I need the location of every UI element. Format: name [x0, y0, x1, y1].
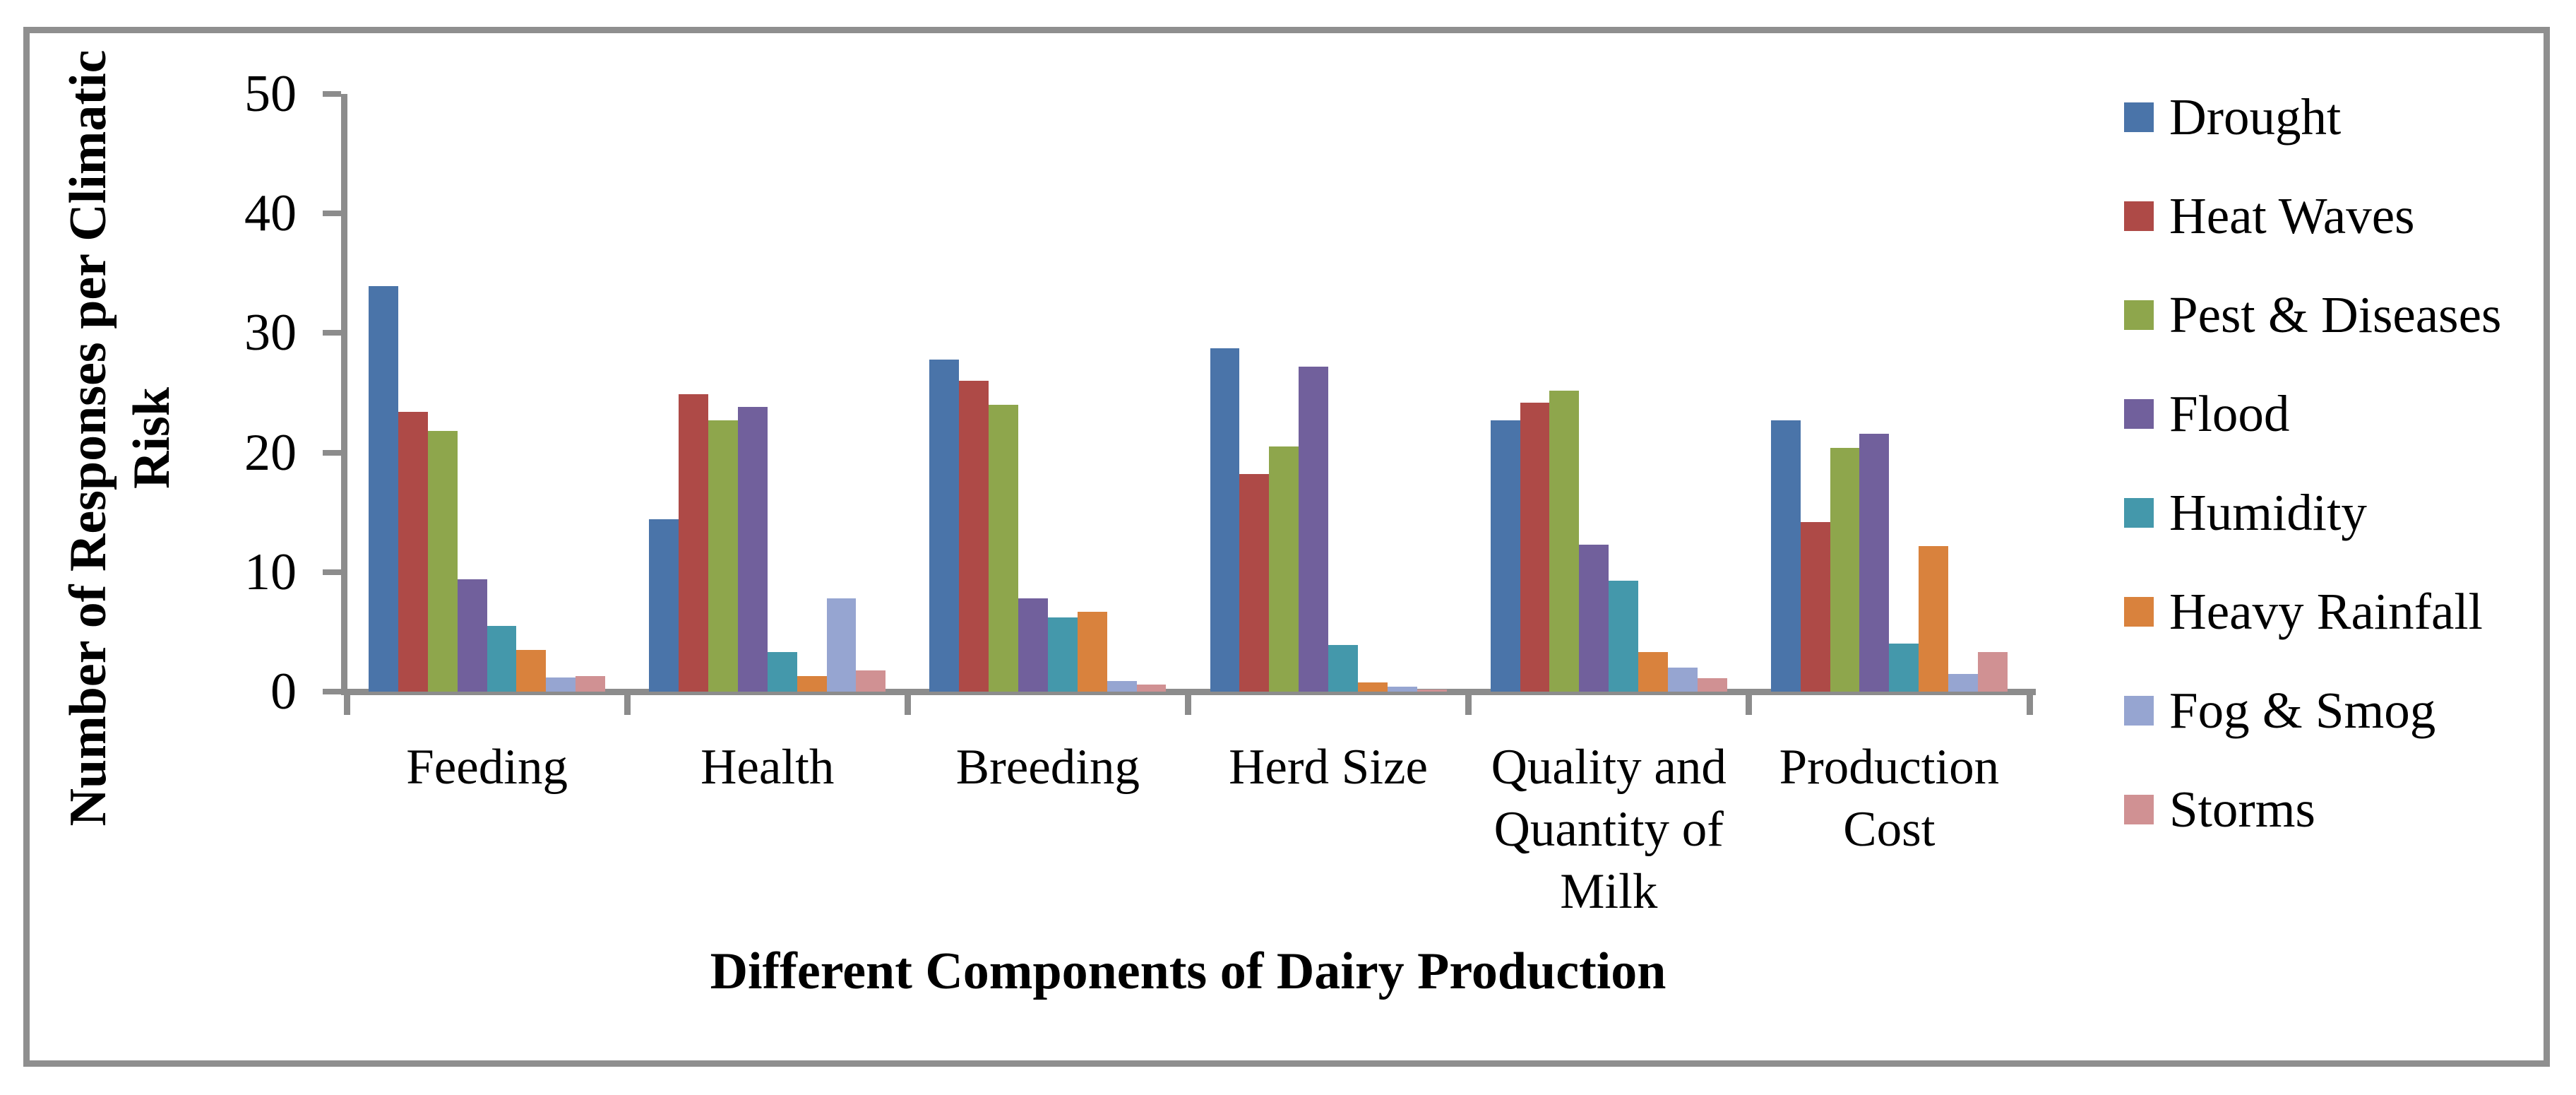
y-axis-line [341, 94, 347, 695]
bar-heat-waves [398, 412, 428, 692]
bar-storms [1136, 684, 1167, 692]
bar-storms [1697, 678, 1727, 692]
legend-swatch-humidity [2124, 498, 2154, 528]
bar-fog-smog [1948, 673, 1979, 692]
bar-storms [576, 676, 606, 692]
bar-storms [1417, 689, 1447, 692]
legend-label: Flood [2169, 385, 2290, 442]
bar-heat-waves [679, 393, 708, 692]
category-tick-mark [1185, 689, 1191, 715]
bar-heat-waves [1520, 402, 1550, 692]
category-label: Production Cost [1779, 740, 2000, 857]
y-tick-mark [323, 211, 341, 217]
bar-humidity [487, 625, 517, 692]
y-tick-label: 40 [244, 184, 297, 243]
bar-humidity [767, 652, 797, 692]
y-tick-label: 10 [244, 543, 297, 601]
category-label: Breeding [955, 740, 1140, 795]
bar-drought [1490, 420, 1520, 692]
bar-fog-smog [1387, 687, 1417, 692]
bar-flood [1859, 433, 1890, 692]
bar-pest-diseases [708, 420, 738, 692]
legend-swatch-flood [2124, 399, 2154, 429]
bar-heat-waves [959, 381, 989, 692]
bar-heavy-rainfall [1919, 545, 1949, 692]
bar-drought [1210, 348, 1240, 692]
bar-flood [1018, 598, 1048, 692]
legend-label: Pest & Diseases [2169, 286, 2502, 343]
y-tick-mark [323, 689, 341, 694]
y-tick-label: 50 [244, 65, 297, 123]
y-tick-mark [323, 449, 341, 456]
y-tick-mark [323, 330, 341, 336]
category-tick-mark [343, 689, 350, 715]
category-tick-mark [1746, 689, 1753, 715]
legend-swatch-heat-waves [2124, 201, 2154, 231]
bar-pest-diseases [427, 431, 458, 692]
bar-cluster-breeding [929, 94, 1167, 692]
bar-fog-smog [546, 677, 576, 692]
bar-cluster-health [649, 94, 886, 692]
bar-heat-waves [1239, 474, 1270, 692]
bar-drought [649, 519, 679, 692]
bar-flood [457, 579, 487, 692]
bar-flood [1579, 544, 1609, 692]
bar-cluster-feeding [369, 94, 606, 692]
legend-swatch-drought [2124, 102, 2154, 132]
category-tick-mark [904, 689, 911, 715]
category-label: Feeding [406, 740, 568, 795]
legend-swatch-pest-diseases [2124, 300, 2154, 330]
bar-fog-smog [1107, 680, 1137, 692]
bar-cluster-quality-and-quantity-of-milk [1490, 94, 1727, 692]
bar-pest-diseases [1830, 447, 1860, 692]
bar-heavy-rainfall [1077, 611, 1107, 692]
legend-label: Heat Waves [2169, 187, 2415, 244]
bar-storms [1978, 652, 2008, 692]
legend-label: Humidity [2169, 484, 2367, 541]
category-tick-mark [2026, 689, 2033, 715]
bar-cluster-production-cost [1770, 94, 2008, 692]
legend-swatch-storms [2124, 795, 2154, 824]
bar-pest-diseases [1549, 390, 1580, 692]
bar-humidity [1047, 617, 1078, 692]
y-tick-mark [323, 569, 341, 575]
bar-humidity [1889, 644, 1919, 692]
category-tick-mark [1465, 689, 1472, 715]
bar-drought [1770, 420, 1801, 692]
legend-label: Drought [2169, 88, 2342, 146]
category-label: Health [700, 740, 835, 795]
bar-heavy-rainfall [1357, 682, 1388, 692]
category-label: Herd Size [1229, 740, 1429, 795]
legend-label: Storms [2169, 781, 2315, 838]
legend-swatch-heavy-rainfall [2124, 597, 2154, 627]
bar-storms [856, 670, 886, 692]
y-tick-label: 0 [270, 663, 297, 721]
bar-drought [369, 286, 398, 692]
legend-label: Fog & Smog [2169, 682, 2436, 739]
bar-humidity [1328, 645, 1358, 692]
bar-flood [737, 407, 768, 692]
bar-fog-smog [826, 598, 857, 692]
y-axis-title-line1: Number of Responses per Climatic [59, 49, 117, 827]
bar-heat-waves [1800, 521, 1830, 692]
x-axis-title: Different Components of Dairy Production [710, 942, 1666, 1000]
category-label: Quality and Quantity of Milk [1491, 740, 1727, 919]
category-tick-mark [624, 689, 631, 715]
bar-humidity [1609, 580, 1639, 692]
bar-pest-diseases [989, 404, 1018, 692]
legend-label: Heavy Rainfall [2169, 583, 2483, 640]
bar-flood [1299, 366, 1329, 692]
y-tick-label: 20 [244, 423, 297, 482]
bar-cluster-herd-size [1210, 94, 1447, 692]
bar-fog-smog [1668, 668, 1698, 692]
bar-pest-diseases [1269, 446, 1299, 692]
legend-swatch-fog-smog [2124, 696, 2154, 726]
y-tick-mark [323, 91, 341, 97]
bar-heavy-rainfall [797, 676, 827, 692]
bar-drought [929, 359, 960, 692]
bar-heavy-rainfall [1638, 652, 1669, 692]
bar-heavy-rainfall [516, 649, 547, 692]
y-tick-label: 30 [244, 304, 297, 362]
